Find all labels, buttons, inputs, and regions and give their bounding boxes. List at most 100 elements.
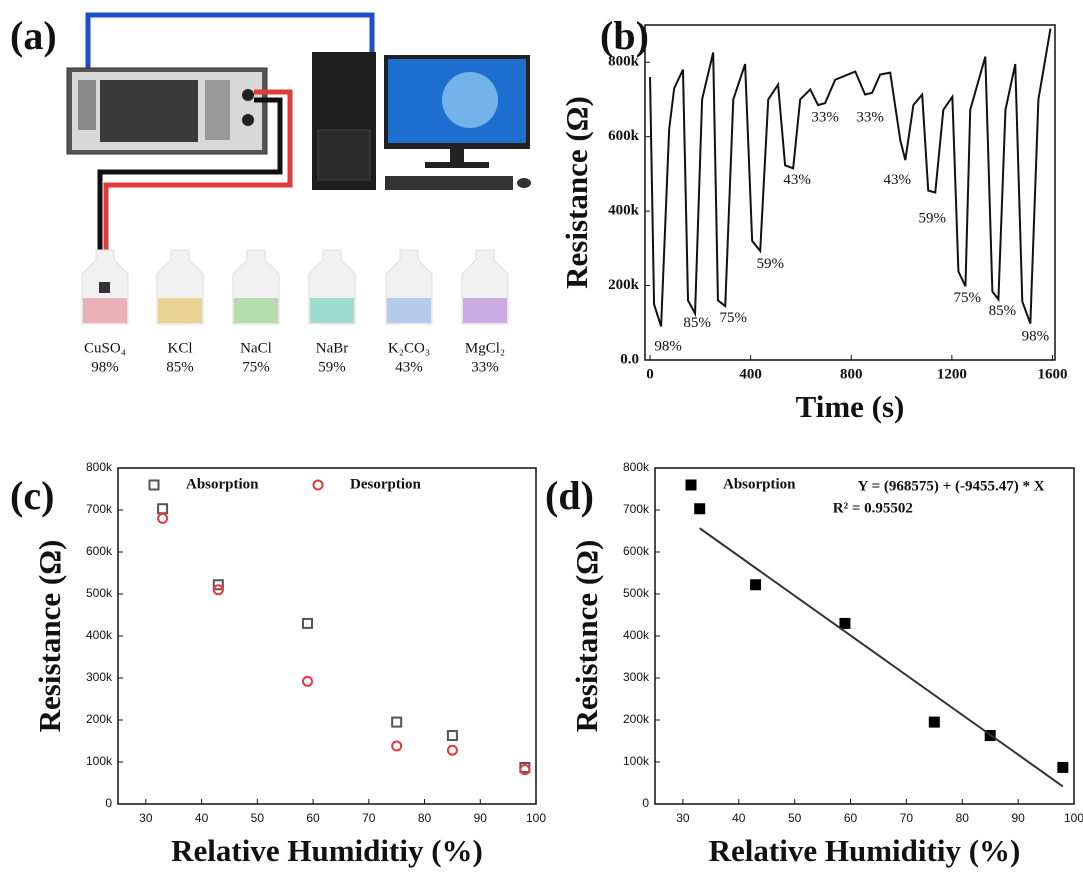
salt-name: NaBr [316, 340, 349, 356]
y-tick-label: 300k [623, 670, 650, 684]
monitor-base [425, 162, 489, 168]
y-tick-label: 600k [623, 544, 650, 558]
annotation: 33% [811, 109, 839, 125]
data-point [392, 742, 401, 751]
figure: CuSO₄98%KCl85%NaCl75%NaBr59%K₂CO₃43%MgCl… [0, 0, 1083, 876]
x-tick-label: 90 [1011, 811, 1025, 825]
fit-line [700, 528, 1063, 786]
terminal [242, 89, 254, 101]
x-tick-label: 60 [844, 811, 858, 825]
y-axis-title: Resistance (Ω) [559, 96, 594, 289]
humidity-label: 59% [318, 359, 346, 375]
y-tick-label: 0 [105, 796, 112, 810]
solution [463, 298, 507, 323]
x-tick-label: 80 [418, 811, 432, 825]
setup-illustration [67, 15, 531, 262]
x-tick-label: 70 [362, 811, 376, 825]
legend-label: Absorption [186, 476, 259, 492]
x-axis-title: Relative Humiditiy (%) [171, 833, 483, 868]
x-tick-label: 80 [956, 811, 970, 825]
x-tick-label: 50 [251, 811, 265, 825]
data-point [158, 504, 167, 513]
x-tick-label: 400 [739, 366, 762, 382]
monitor-stand [450, 149, 464, 163]
solution [387, 298, 431, 323]
solution [158, 298, 202, 323]
annotation: 43% [884, 172, 912, 188]
y-tick-label: 600k [86, 544, 113, 558]
annotation: 85% [683, 315, 711, 331]
humidity-label: 85% [166, 359, 194, 375]
legend-marker [687, 481, 696, 490]
annotation: 98% [1022, 328, 1050, 344]
y-tick-label: 100k [623, 754, 650, 768]
data-point [303, 677, 312, 686]
humidity-label: 75% [242, 359, 270, 375]
plot-frame [655, 468, 1074, 804]
salt-name: K₂CO₃ [388, 340, 430, 356]
legend-label: Desorption [350, 476, 421, 492]
annotation: R² = 0.95502 [833, 501, 913, 517]
data-point [448, 746, 457, 755]
y-tick-label: 400k [623, 628, 650, 642]
plot-frame [118, 468, 536, 804]
sensor [99, 282, 110, 293]
annotation: 59% [757, 256, 785, 272]
y-tick-label: 0.0 [620, 351, 639, 367]
x-tick-label: 1200 [937, 366, 967, 382]
data-point [751, 580, 760, 589]
salt-name: CuSO₄ [84, 340, 126, 356]
buttons [78, 80, 96, 130]
x-tick-label: 60 [306, 811, 320, 825]
annotation: 43% [783, 172, 811, 188]
panel-label: (b) [600, 13, 649, 58]
y-tick-label: 200k [608, 277, 640, 293]
x-tick-label: 40 [195, 811, 209, 825]
data-point [1058, 763, 1067, 772]
annotation: 75% [720, 310, 748, 326]
resistance-line [650, 29, 1050, 327]
x-tick-label: 100 [1064, 811, 1083, 825]
y-tick-label: 700k [86, 502, 113, 516]
screen-flower [442, 72, 498, 128]
mouse [517, 178, 531, 188]
y-tick-label: 400k [608, 203, 640, 219]
y-tick-label: 0 [642, 796, 649, 810]
annotation: 33% [856, 109, 884, 125]
annotation: 75% [953, 290, 981, 306]
x-tick-label: 90 [474, 811, 488, 825]
x-tick-label: 0 [646, 366, 654, 382]
salt-name: KCl [167, 340, 192, 356]
x-tick-label: 70 [900, 811, 914, 825]
legend-label: Absorption [723, 476, 796, 492]
y-axis-title: Resistance (Ω) [32, 540, 67, 733]
solution-bottles: CuSO₄98%KCl85%NaCl75%NaBr59%K₂CO₃43%MgCl… [82, 250, 508, 375]
y-tick-label: 200k [86, 712, 113, 726]
legend-marker [314, 481, 323, 490]
legend-marker [150, 481, 159, 490]
annotation: 59% [919, 210, 947, 226]
y-tick-label: 400k [86, 628, 113, 642]
multimeter-screen [100, 80, 198, 142]
x-tick-label: 800 [840, 366, 863, 382]
annotation: 98% [654, 338, 682, 354]
y-tick-label: 100k [86, 754, 113, 768]
solution [234, 298, 278, 323]
solution [310, 298, 354, 323]
x-axis-title: Time (s) [796, 389, 905, 424]
y-tick-label: 700k [623, 502, 650, 516]
y-tick-label: 300k [86, 670, 113, 684]
data-point [303, 619, 312, 628]
data-point [392, 718, 401, 727]
y-axis-title: Resistance (Ω) [569, 540, 604, 733]
x-axis-title: Relative Humiditiy (%) [709, 833, 1021, 868]
buttons [205, 80, 230, 140]
x-tick-label: 30 [676, 811, 690, 825]
y-tick-label: 200k [623, 712, 650, 726]
data-point [158, 514, 167, 523]
panel-label: (c) [10, 473, 54, 518]
salt-name: MgCl₂ [465, 340, 505, 356]
data-point [695, 504, 704, 513]
terminal [242, 114, 254, 126]
humidity-label: 43% [395, 359, 423, 375]
